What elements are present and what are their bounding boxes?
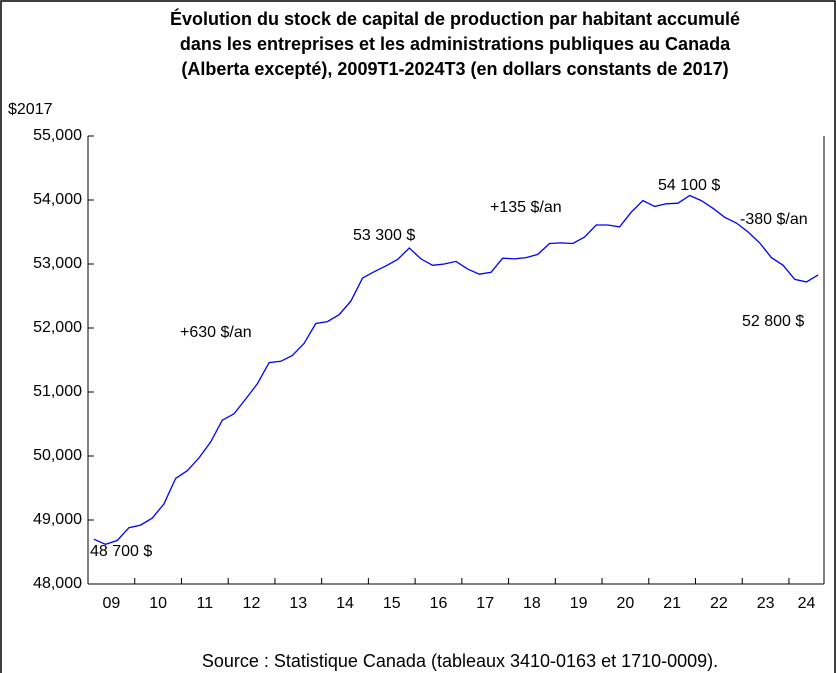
annotation: 48 700 $ xyxy=(90,543,152,560)
chart-title: Évolution du stock de capital de product… xyxy=(170,8,740,29)
y-tick-label: 48,000 xyxy=(33,575,82,592)
y-tick-label: 53,000 xyxy=(33,255,82,272)
x-tick-label: 17 xyxy=(476,595,494,612)
annotation: 54 100 $ xyxy=(658,177,720,194)
y-tick-label: 50,000 xyxy=(33,447,82,464)
x-tick-label: 23 xyxy=(757,595,775,612)
x-tick-label: 16 xyxy=(430,595,448,612)
annotation: 53 300 $ xyxy=(353,227,415,244)
annotation: +630 $/an xyxy=(180,324,252,341)
x-tick-label: 21 xyxy=(663,595,681,612)
source: Source : Statistique Canada (tableaux 34… xyxy=(202,651,718,671)
x-tick-label: 22 xyxy=(710,595,728,612)
x-tick-label: 12 xyxy=(243,595,261,612)
annotation: -380 $/an xyxy=(740,211,808,228)
annotation: 52 800 $ xyxy=(742,313,804,330)
x-tick-label: 19 xyxy=(570,595,588,612)
y-tick-label: 52,000 xyxy=(33,319,82,336)
x-tick-label: 13 xyxy=(289,595,307,612)
x-tick-label: 14 xyxy=(336,595,354,612)
chart-title: dans les entreprises et les administrati… xyxy=(180,34,731,54)
y-unit: $2017 xyxy=(8,101,53,118)
annotation: +135 $/an xyxy=(490,199,562,216)
x-tick-label: 15 xyxy=(383,595,401,612)
y-tick-label: 54,000 xyxy=(33,191,82,208)
x-tick-label: 20 xyxy=(616,595,634,612)
x-tick-label: 11 xyxy=(197,595,214,612)
y-tick-label: 51,000 xyxy=(33,383,82,400)
x-tick-label: 10 xyxy=(149,595,167,612)
x-tick-label: 18 xyxy=(523,595,541,612)
y-tick-label: 55,000 xyxy=(33,127,82,144)
line-series xyxy=(93,194,819,545)
chart-title: (Alberta excepté), 2009T1-2024T3 (en dol… xyxy=(181,59,728,79)
x-tick-label: 09 xyxy=(102,595,120,612)
y-tick-label: 49,000 xyxy=(33,511,82,528)
x-tick-label: 24 xyxy=(798,595,816,612)
